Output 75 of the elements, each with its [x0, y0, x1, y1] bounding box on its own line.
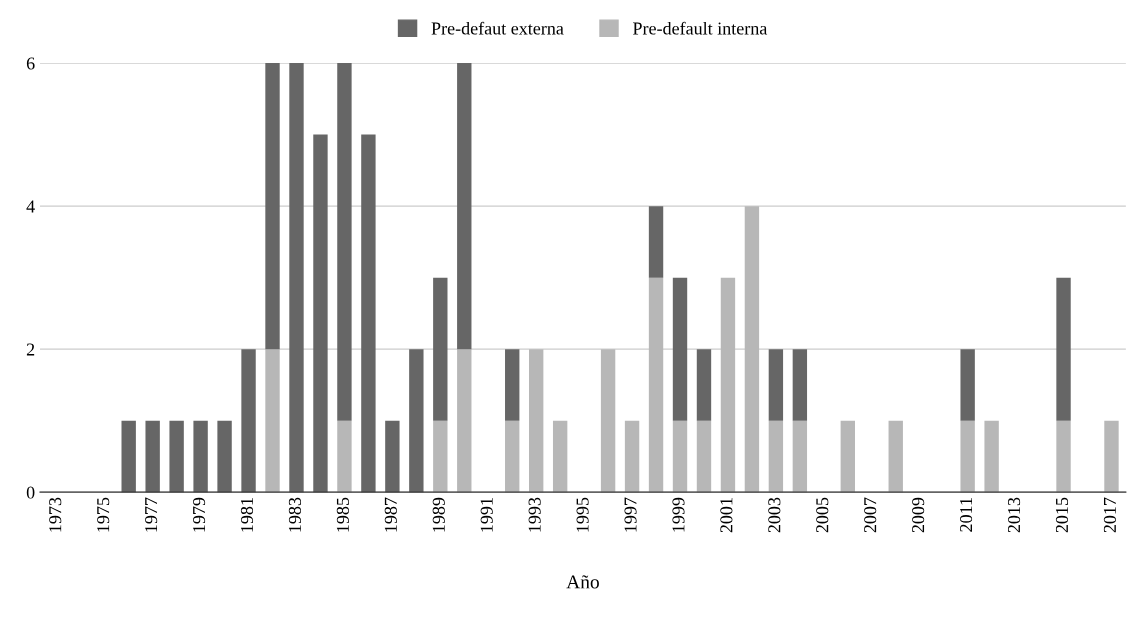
bar	[337, 420, 352, 493]
x-tick-label: 2001	[720, 498, 733, 533]
x-tick-label: 1979	[192, 497, 206, 532]
bar	[337, 63, 352, 421]
bar	[744, 206, 760, 493]
bar	[529, 349, 544, 493]
bar	[648, 277, 664, 493]
bar	[792, 420, 808, 493]
x-tick-label: 2005	[816, 497, 829, 533]
y-tick-label: 4	[26, 200, 35, 213]
bar	[145, 420, 160, 493]
x-tick-label: 2003	[768, 497, 781, 533]
bar	[217, 420, 232, 493]
bar	[169, 420, 184, 493]
y-tick-label: 6	[26, 57, 35, 70]
bar	[457, 63, 472, 350]
bar	[505, 349, 520, 421]
bar	[696, 420, 712, 493]
bar	[1104, 420, 1119, 493]
x-tick-label: 1985	[336, 497, 349, 532]
bar	[672, 277, 688, 421]
x-tick-label: 1981	[240, 498, 254, 532]
bar	[624, 420, 640, 493]
bar	[1056, 277, 1071, 421]
bar	[505, 420, 520, 493]
bar	[433, 420, 448, 493]
bar	[720, 277, 736, 493]
x-axis-title: Año	[566, 575, 599, 589]
x-tick-label: 1999	[672, 497, 685, 532]
bar	[289, 63, 304, 493]
x-tick-label: 1993	[528, 497, 541, 532]
bar	[361, 134, 376, 493]
bar	[265, 349, 280, 493]
x-tick-label: 1987	[384, 497, 397, 532]
x-tick-label: 1973	[49, 497, 62, 532]
x-tick-label: 2009	[912, 497, 925, 533]
bar	[552, 420, 568, 493]
bar	[984, 420, 999, 493]
bar	[457, 349, 472, 493]
x-tick-label: 2015	[1055, 497, 1069, 533]
bar	[241, 349, 256, 493]
bar	[313, 134, 328, 493]
bar	[672, 420, 688, 493]
bar	[193, 420, 208, 493]
bar	[888, 420, 903, 493]
bar	[840, 420, 855, 493]
bar	[960, 349, 975, 421]
legend-label: Pre-defaut externa	[431, 21, 564, 35]
x-tick-label: 2007	[864, 497, 877, 533]
bar	[409, 349, 424, 493]
x-tick-label: 2017	[1103, 497, 1116, 533]
x-tick-label: 1975	[97, 497, 110, 532]
bar	[768, 420, 784, 493]
x-tick-label: 1995	[576, 497, 589, 532]
bar	[768, 349, 784, 421]
x-tick-label: 1977	[145, 497, 158, 532]
bar	[600, 349, 616, 493]
bar	[433, 277, 448, 421]
bar	[265, 63, 280, 350]
x-tick-label: 1991	[480, 498, 493, 532]
bar	[648, 206, 664, 278]
bar	[792, 349, 808, 421]
x-tick-label: 2011	[959, 498, 973, 532]
x-tick-label: 2013	[1007, 497, 1021, 533]
bar	[385, 420, 400, 493]
bar	[1056, 420, 1071, 493]
y-tick-label: 0	[26, 486, 35, 499]
bar	[696, 349, 712, 421]
bar	[960, 420, 975, 493]
y-tick-label: 2	[26, 343, 35, 356]
bar	[121, 420, 136, 493]
legend-label: Pre-default interna	[633, 21, 768, 35]
x-tick-label: 1989	[432, 497, 445, 532]
x-tick-label: 1983	[288, 497, 302, 532]
x-tick-label: 1997	[624, 497, 637, 532]
